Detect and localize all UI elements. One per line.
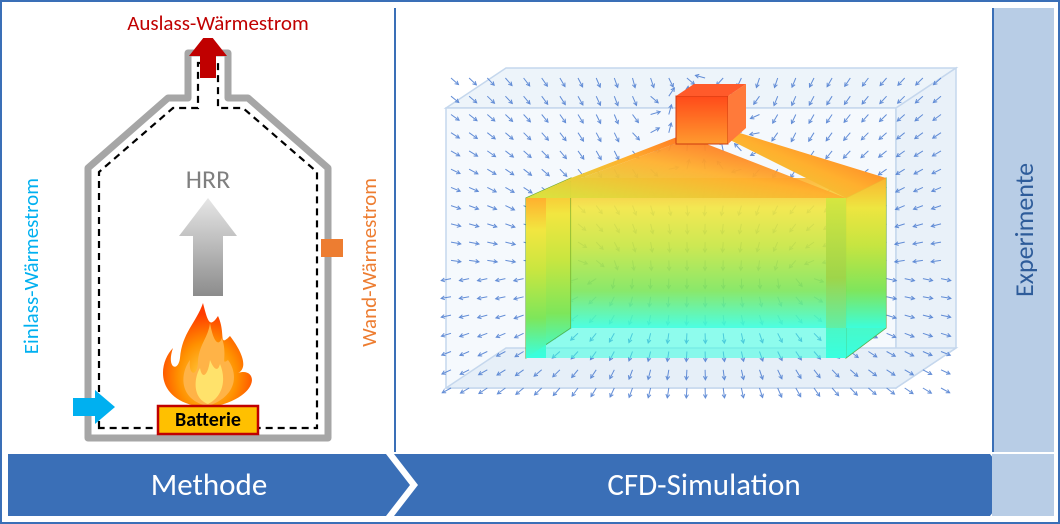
chevron-methode-label: Methode: [151, 466, 268, 504]
label-experimente: Experimente: [994, 8, 1054, 452]
wall-arrow-icon: [321, 231, 343, 265]
flame-icon: [163, 303, 252, 408]
panel-cfd: [394, 8, 990, 452]
label-einlass: Einlass-Wärmestrom: [18, 178, 44, 354]
panel-methode: Auslass-Wärmestrom Einlass-Wärmestrom Wa…: [8, 8, 388, 452]
chevron-experimente: [992, 454, 1054, 516]
label-wand: Wand-Wärmestrom: [356, 178, 382, 347]
chevron-cfd-label: CFD-Simulation: [607, 466, 800, 504]
cfd-illustration: [426, 48, 966, 418]
chevron-methode: Methode: [8, 454, 410, 516]
hrr-arrow-icon: [179, 198, 237, 296]
inlet-arrow-icon: [73, 390, 115, 424]
label-batterie: Batterie: [158, 406, 258, 434]
label-auslass: Auslass-Wärmestrom: [88, 10, 348, 36]
chevron-cfd: CFD-Simulation: [394, 454, 1014, 516]
bottom-chevron-bar: Methode CFD-Simulation: [8, 454, 1054, 516]
figure-container: Auslass-Wärmestrom Einlass-Wärmestrom Wa…: [0, 0, 1060, 524]
outlet-arrow-icon: [189, 38, 227, 78]
vessel-schematic: [73, 38, 343, 438]
panel-experimente: Experimente: [992, 8, 1054, 452]
